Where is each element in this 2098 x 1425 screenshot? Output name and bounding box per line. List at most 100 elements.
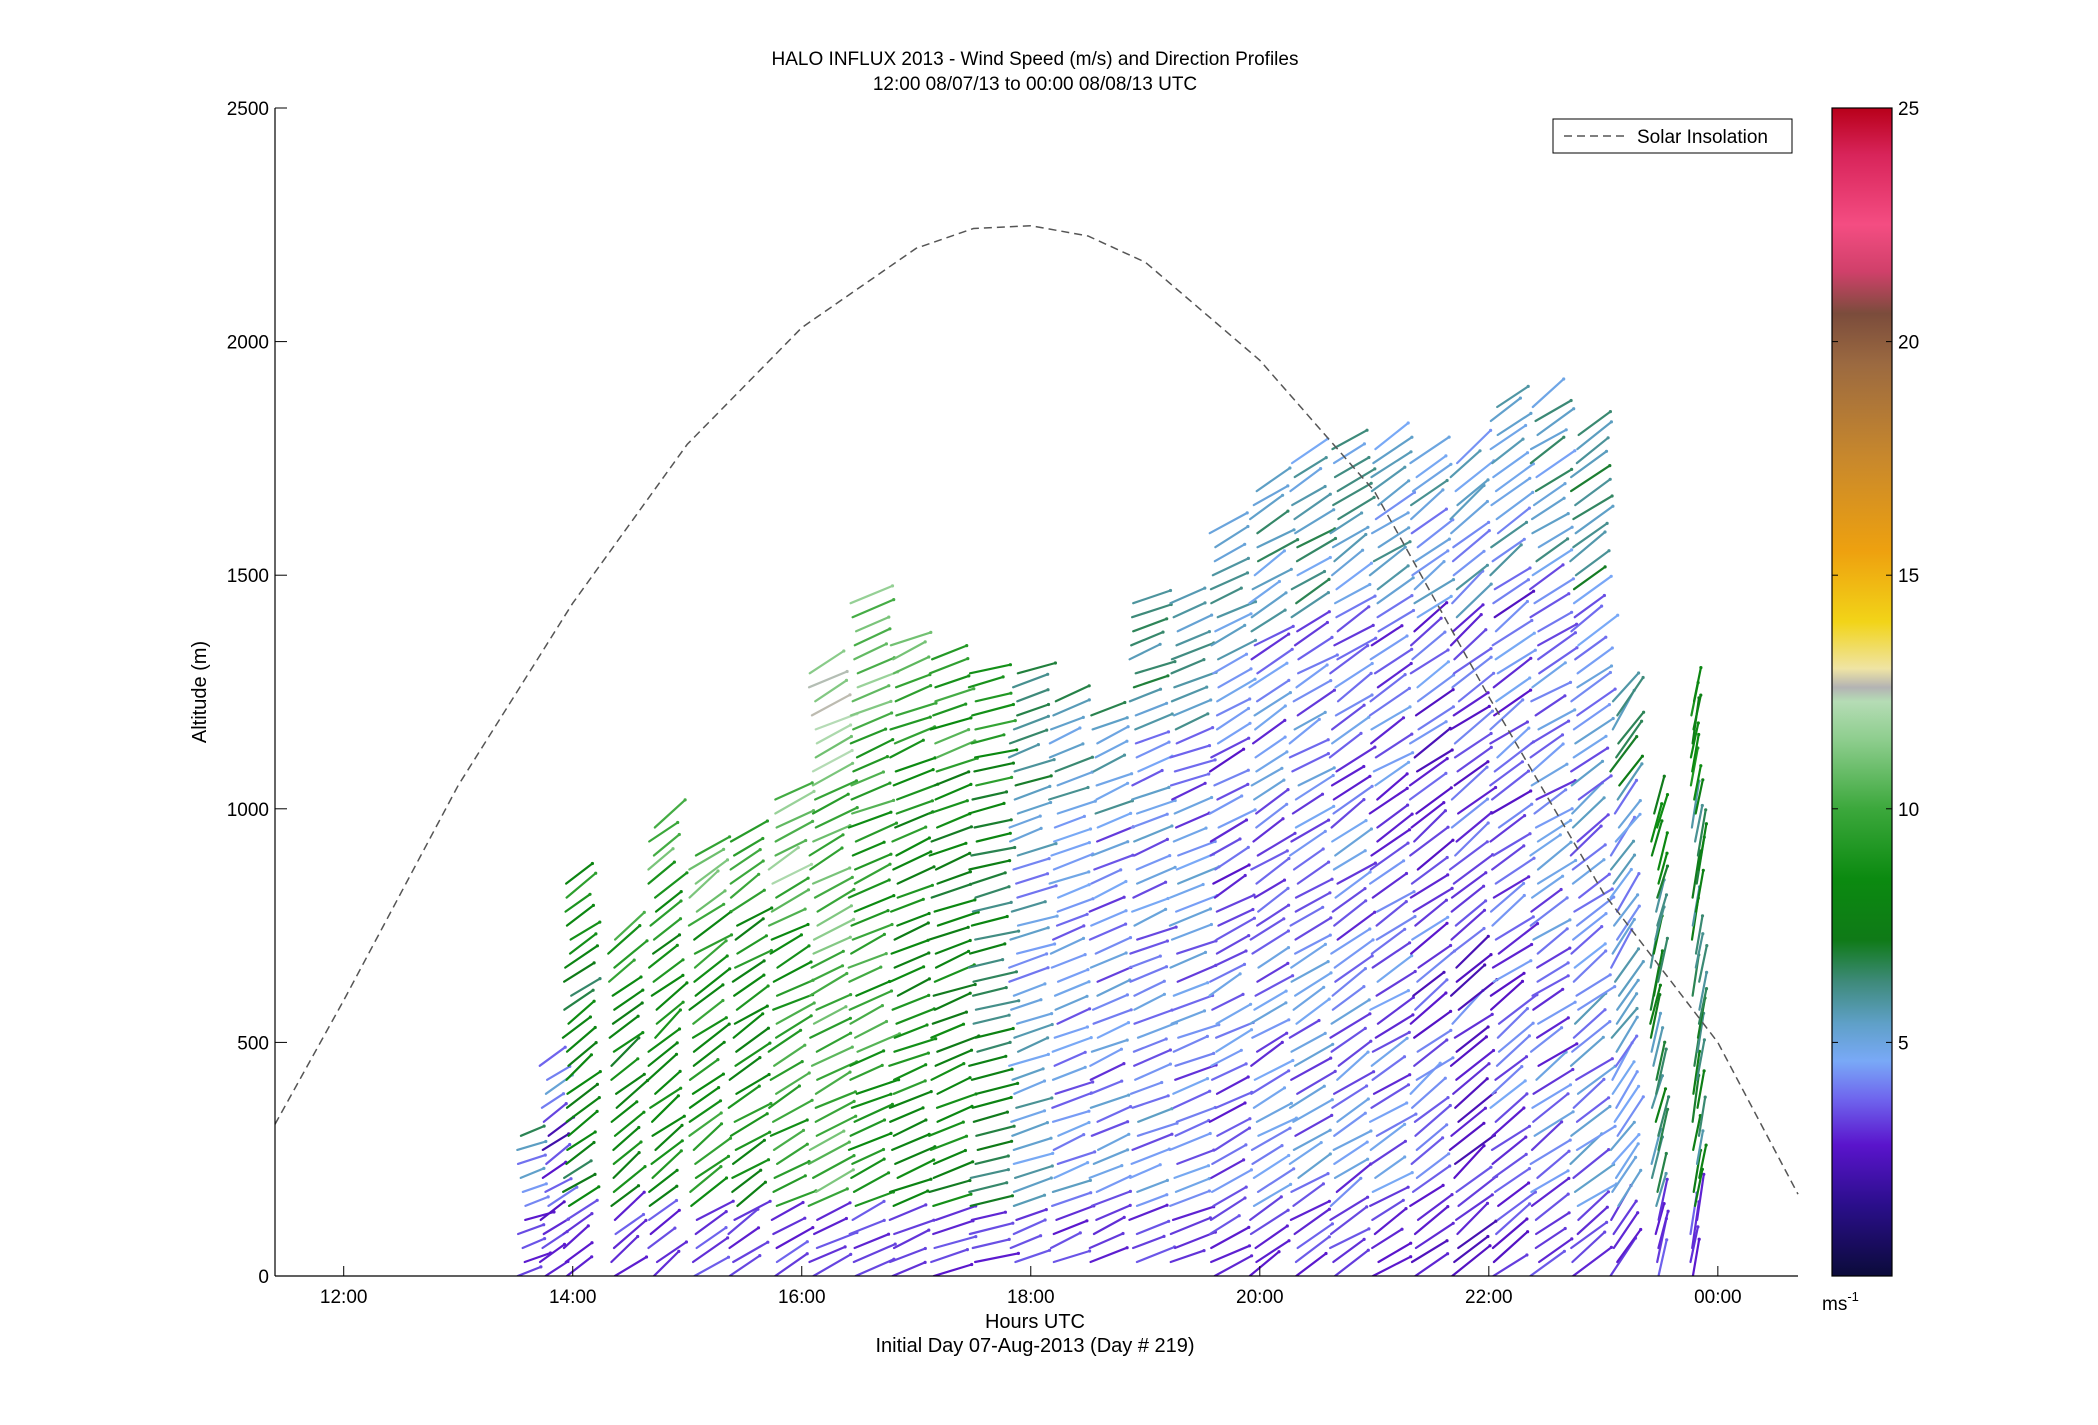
- wind-barb: [1293, 1043, 1334, 1067]
- wind-barb: [1371, 872, 1408, 899]
- wind-barb: [1292, 1129, 1332, 1152]
- wind-barb: [812, 936, 852, 955]
- wind-barb-tip: [1362, 798, 1366, 802]
- wind-barb-tip: [1158, 954, 1162, 958]
- wind-barb-tip: [844, 1216, 849, 1221]
- wind-barb: [1176, 939, 1218, 955]
- wind-barb-tip: [1486, 760, 1490, 764]
- wind-barb-tip: [1608, 410, 1612, 414]
- y-tick-label: 2000: [227, 333, 269, 354]
- wind-barb-tip: [1004, 1054, 1008, 1058]
- wind-barb-tip: [769, 1101, 773, 1106]
- wind-barb: [1332, 442, 1366, 465]
- wind-barb: [1128, 688, 1162, 703]
- wind-barb-tip: [1362, 1237, 1366, 1241]
- wind-barb-tip: [1573, 631, 1577, 635]
- wind-barb-tip: [801, 1200, 805, 1205]
- wind-barb-tip: [1165, 617, 1169, 621]
- wind-barb-tip: [927, 977, 932, 981]
- wind-barb-tip: [806, 876, 810, 880]
- wind-barb: [812, 1005, 848, 1025]
- wind-barb-tip: [1165, 1203, 1169, 1207]
- wind-barb: [1613, 947, 1640, 983]
- wind-barb: [1570, 604, 1603, 633]
- wind-barb-tip: [1361, 548, 1365, 552]
- wind-barb: [1172, 1035, 1209, 1053]
- wind-barb: [1330, 549, 1364, 577]
- wind-barb: [1051, 1091, 1093, 1109]
- wind-barb-tip: [1530, 618, 1534, 623]
- wind-barb: [1375, 900, 1408, 927]
- wind-barb-tip: [1635, 992, 1639, 996]
- wind-barb: [1293, 711, 1327, 731]
- wind-barb: [1497, 922, 1539, 955]
- wind-barb-tip: [1324, 456, 1328, 460]
- wind-barb-tip: [1246, 782, 1250, 787]
- wind-barb: [613, 911, 646, 941]
- wind-barb: [1573, 992, 1607, 1025]
- wind-barb-tip: [889, 989, 894, 993]
- wind-barb: [934, 674, 970, 689]
- wind-barb-tip: [1446, 1252, 1450, 1256]
- wind-barb: [1251, 568, 1293, 591]
- wind-barb: [772, 1217, 806, 1236]
- wind-barb-tip: [1244, 818, 1249, 822]
- wind-barb: [694, 1155, 730, 1180]
- wind-barb-tip: [1490, 709, 1495, 713]
- wind-barb-tip: [673, 1226, 677, 1230]
- wind-barb-tip: [1286, 788, 1290, 792]
- wind-barb: [1532, 1068, 1574, 1095]
- wind-barb-tip: [964, 1010, 969, 1014]
- wind-barb-tip: [1566, 537, 1570, 541]
- wind-barb: [1371, 1255, 1412, 1276]
- wind-barb-tip: [1629, 867, 1633, 872]
- wind-barb: [1336, 637, 1377, 661]
- wind-barb-tip: [1330, 877, 1334, 881]
- wind-barb: [1253, 778, 1286, 801]
- wind-barb-tip: [1285, 802, 1289, 806]
- wind-barb-tip: [1009, 1095, 1013, 1100]
- wind-barb: [935, 812, 972, 829]
- wind-barb: [688, 869, 720, 899]
- wind-barb: [1455, 953, 1493, 983]
- wind-barb-tip: [809, 1014, 813, 1018]
- wind-barb: [1295, 1252, 1328, 1276]
- wind-barb-tip: [1043, 900, 1047, 904]
- wind-barb: [973, 818, 1013, 829]
- wind-barb: [814, 1168, 855, 1194]
- wind-barb: [1657, 831, 1669, 871]
- wind-barb-tip: [1446, 915, 1450, 919]
- wind-barb: [1255, 1032, 1288, 1053]
- wind-barb-tip: [1530, 942, 1534, 947]
- wind-barb: [815, 1115, 857, 1137]
- wind-barb: [1209, 818, 1248, 843]
- wind-barb: [1214, 846, 1250, 871]
- wind-barb: [1211, 557, 1250, 577]
- wind-barb: [1253, 989, 1288, 1011]
- wind-barb-tip: [681, 973, 685, 978]
- wind-barb: [610, 1235, 639, 1264]
- wind-barb-tip: [1634, 1155, 1638, 1159]
- wind-barb: [1051, 1036, 1093, 1053]
- wind-barb: [1329, 1205, 1368, 1236]
- wind-barb: [1330, 716, 1370, 745]
- wind-barb-tip: [967, 949, 971, 953]
- wind-barb: [807, 670, 849, 689]
- wind-barb: [895, 799, 934, 815]
- wind-barb: [1292, 1098, 1334, 1123]
- wind-barb: [1053, 1161, 1089, 1180]
- wind-barb: [1015, 872, 1049, 885]
- wind-barb: [562, 1212, 594, 1236]
- wind-barb-tip: [1126, 1148, 1130, 1152]
- wind-barb: [1210, 1062, 1248, 1081]
- wind-barb: [1656, 937, 1669, 983]
- wind-barb-tip: [1045, 728, 1049, 732]
- wind-barb: [971, 986, 1008, 997]
- wind-barb-tip: [1013, 719, 1017, 723]
- wind-barb-tip: [1045, 1121, 1049, 1125]
- wind-barb: [1572, 1148, 1610, 1180]
- wind-barb-tip: [968, 1178, 972, 1183]
- wind-barb-tip: [1088, 1178, 1092, 1182]
- wind-barb: [565, 904, 595, 927]
- wind-barb-tip: [543, 1153, 547, 1157]
